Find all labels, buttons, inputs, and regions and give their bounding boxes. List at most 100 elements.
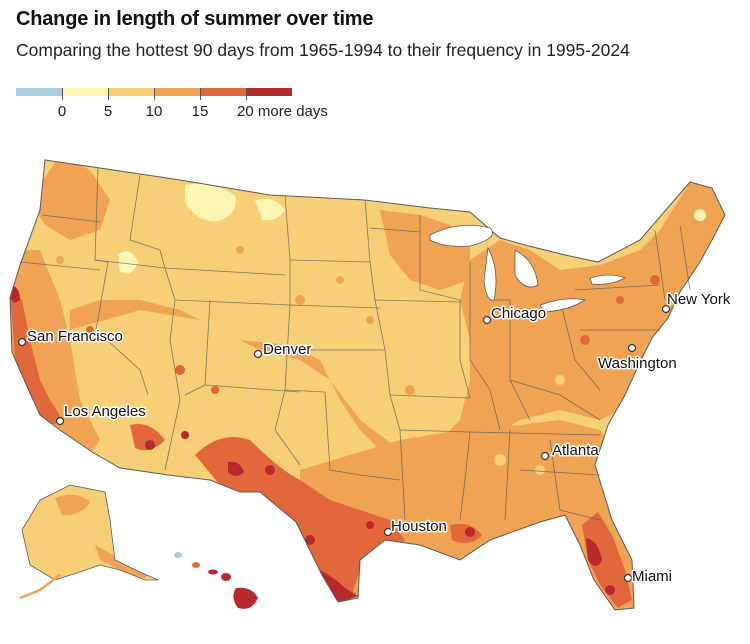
legend-swatch-3	[154, 88, 200, 96]
legend-swatch-2	[108, 88, 154, 96]
city-marker-houston	[383, 527, 393, 537]
zone-south-texas-darkred	[320, 570, 358, 602]
city-marker-denver	[253, 349, 263, 359]
zone-texas-darkred	[246, 505, 262, 523]
state-border	[289, 304, 381, 309]
heat-dot	[405, 385, 415, 395]
heat-dot	[535, 465, 545, 475]
city-marker-san-francisco	[17, 337, 27, 347]
state-border	[519, 469, 601, 476]
heat-dot	[580, 335, 590, 345]
heat-dot	[181, 431, 189, 439]
heat-dot	[366, 521, 374, 529]
heat-dot	[175, 365, 185, 375]
hawaii-island-big	[233, 587, 258, 609]
heat-dot	[366, 316, 374, 324]
legend-swatch-1	[62, 88, 108, 96]
state-border	[274, 304, 301, 466]
lake-erie	[539, 298, 587, 313]
state-border	[369, 227, 421, 233]
aleutian-islands	[19, 574, 61, 600]
city-marker-atlanta	[540, 451, 550, 461]
city-label-washington: Washington	[598, 355, 677, 372]
city-marker-chicago	[482, 315, 492, 325]
legend-label-0: 0	[57, 103, 67, 120]
hawaii-island-oahu	[192, 562, 200, 568]
lake-ontario	[589, 274, 626, 285]
heat-dot	[305, 535, 315, 545]
heat-dot	[56, 256, 64, 264]
state-border	[129, 174, 166, 269]
state-border	[469, 431, 601, 436]
alaska-outline	[21, 484, 159, 581]
legend-label-15: 15	[191, 103, 209, 120]
city-label-atlanta: Atlanta	[552, 442, 599, 459]
heat-dot	[555, 375, 565, 385]
zone-montana-pale	[185, 183, 236, 222]
heat-dot	[616, 296, 624, 304]
city-marker-washington	[627, 343, 637, 353]
city-label-new-york: New York	[667, 291, 731, 308]
state-border	[399, 429, 471, 521]
heat-dot	[145, 440, 155, 450]
state-border	[94, 259, 181, 471]
state-border	[19, 261, 101, 271]
city-label-denver: Denver	[263, 341, 311, 358]
legend-swatch-4	[200, 88, 246, 96]
city-markers: San Francisco Los Angeles Denver Chicago…	[17, 290, 732, 587]
legend-label-5: 5	[103, 103, 113, 120]
legend-tick	[62, 88, 63, 100]
heat-dot	[336, 276, 344, 284]
zone-texas-red	[195, 437, 405, 600]
state-border	[374, 299, 461, 303]
heat-dot	[416, 296, 424, 304]
state-border	[389, 394, 471, 399]
city-label-los-angeles: Los Angeles	[64, 403, 146, 420]
heat-dot	[465, 527, 475, 537]
hawaii-island-kauai	[174, 552, 182, 558]
zone-arizona-red	[130, 424, 165, 451]
legend-tick	[108, 88, 109, 100]
state-border	[559, 299, 601, 391]
hawaii-island-maui	[221, 573, 231, 581]
zone-socal-red	[35, 390, 62, 424]
heat-dot	[154, 339, 166, 351]
state-border	[509, 379, 601, 421]
lake-huron	[514, 249, 539, 288]
legend-swatch-0	[16, 88, 62, 96]
heat-dot	[494, 454, 506, 466]
state-border	[364, 199, 371, 263]
zone-california-red	[10, 290, 55, 425]
city-marker-miami	[623, 573, 633, 583]
city-label-chicago: Chicago	[491, 305, 546, 322]
legend-tick	[154, 88, 155, 100]
hawaii-island-molokai	[208, 569, 218, 575]
heat-dot	[211, 386, 219, 394]
heat-dot	[605, 585, 615, 595]
legend-label-10: 10	[145, 103, 163, 120]
great-lakes	[429, 224, 626, 313]
state-border	[164, 267, 286, 276]
state-border	[504, 429, 511, 521]
legend-label-20: 20 more days	[237, 103, 328, 120]
state-border	[284, 389, 401, 481]
alaska-orange	[55, 494, 90, 516]
state-border	[204, 384, 301, 393]
state-border	[490, 299, 531, 421]
zone-pacific-nw	[30, 160, 110, 240]
zone-west-texas-darkred	[228, 461, 244, 476]
chart-title: Change in length of summer over time	[16, 8, 374, 30]
city-marker-los-angeles	[55, 416, 65, 426]
us-outline	[9, 159, 726, 611]
state-borders	[19, 167, 691, 521]
state-border	[549, 439, 601, 521]
zone-idaho-pale	[118, 251, 138, 274]
state-border	[284, 194, 291, 261]
legend-tick	[200, 88, 201, 100]
city-label-miami: Miami	[632, 568, 672, 585]
legend-swatch-5	[246, 88, 292, 96]
state-border	[94, 167, 149, 396]
lake-michigan	[483, 246, 497, 301]
heat-dots	[56, 209, 706, 595]
state-border	[574, 284, 661, 291]
